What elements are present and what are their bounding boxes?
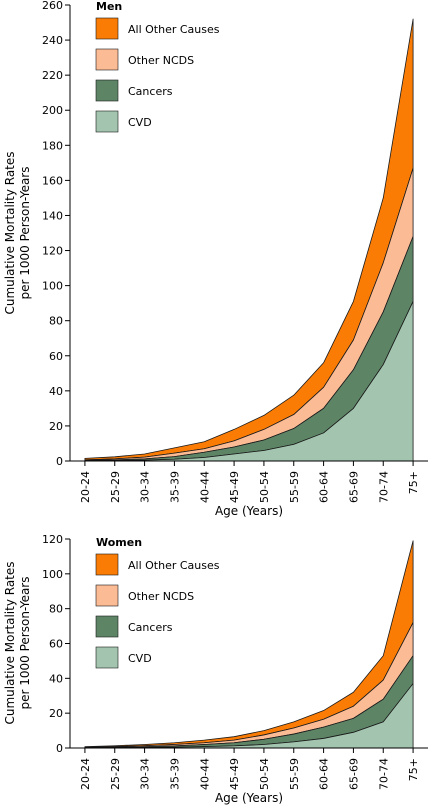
y-tick-label: 0 <box>56 455 63 468</box>
legend-label: Cancers <box>128 85 173 98</box>
x-tick-label: 40-44 <box>198 471 211 503</box>
x-tick-label: 55-59 <box>288 758 301 790</box>
y-tick-label: 40 <box>49 672 63 685</box>
y-tick-label: 60 <box>49 638 63 651</box>
x-tick-label: 65-69 <box>347 758 360 790</box>
x-tick-label: 75+ <box>407 758 420 781</box>
y-tick-label: 240 <box>42 34 63 47</box>
y-tick-label: 20 <box>49 420 63 433</box>
y-axis-title: Cumulative Mortality Ratesper 1000 Perso… <box>3 561 32 724</box>
y-tick-label: 200 <box>42 104 63 117</box>
legend-label: All Other Causes <box>128 559 220 572</box>
y-tick-label: 80 <box>49 603 63 616</box>
x-tick-label: 75+ <box>407 471 420 494</box>
x-tick-label: 40-44 <box>198 758 211 790</box>
x-tick-label: 60-64 <box>318 471 331 503</box>
x-tick-label: 30-34 <box>139 758 152 790</box>
y-tick-label: 100 <box>42 568 63 581</box>
x-tick-label: 50-54 <box>258 758 271 790</box>
y-tick-label: 40 <box>49 385 63 398</box>
legend-label: CVD <box>128 652 152 665</box>
legend-swatch <box>95 110 119 133</box>
legend-label: Other NCDS <box>128 590 194 603</box>
y-tick-label: 140 <box>42 209 63 222</box>
legend-swatch <box>95 553 119 576</box>
y-tick-label: 20 <box>49 707 63 720</box>
x-tick-label: 20-24 <box>79 471 92 503</box>
y-axis-title-line-1: Cumulative Mortality Rates <box>3 151 17 314</box>
y-tick-label: 80 <box>49 315 63 328</box>
x-axis-title: Age (Years) <box>215 504 283 518</box>
men-panel: 0 20 40 60 80 100 120 140 160 180 200 220 240 260 20-2… <box>3 0 428 518</box>
legend-label: Other NCDS <box>128 54 194 67</box>
legend-swatch <box>95 646 119 669</box>
x-tick-label: 20-24 <box>79 758 92 790</box>
x-axis-title: Age (Years) <box>215 791 283 805</box>
y-tick-label: 180 <box>42 139 63 152</box>
legend-swatch <box>95 79 119 102</box>
legend-swatch <box>95 615 119 638</box>
legend-swatch <box>95 17 119 40</box>
x-tick-label: 50-54 <box>258 471 271 503</box>
legend-swatch <box>95 48 119 71</box>
y-tick-label: 220 <box>42 69 63 82</box>
legend-label: Cancers <box>128 621 173 634</box>
x-tick-label: 30-34 <box>139 471 152 503</box>
y-tick-label: 260 <box>42 0 63 12</box>
y-tick-label: 120 <box>42 245 63 258</box>
y-axis-title-line-2: per 1000 Person-Years <box>18 577 32 710</box>
y-tick-label: 60 <box>49 350 63 363</box>
x-tick-label: 45-49 <box>228 471 241 503</box>
y-tick-label: 120 <box>42 533 63 546</box>
x-tick-label: 45-49 <box>228 758 241 790</box>
y-axis-title: Cumulative Mortality Ratesper 1000 Perso… <box>3 151 32 314</box>
legend-label: CVD <box>128 116 152 129</box>
x-tick-label: 60-64 <box>318 758 331 790</box>
x-tick-label: 70-74 <box>377 758 390 790</box>
legend-title: Men <box>96 0 122 13</box>
y-axis-title-line-1: Cumulative Mortality Rates <box>3 561 17 724</box>
legend-swatch <box>95 584 119 607</box>
y-tick-label: 160 <box>42 174 63 187</box>
x-tick-label: 70-74 <box>377 471 390 503</box>
y-tick-label: 0 <box>56 742 63 755</box>
x-tick-label: 65-69 <box>347 471 360 503</box>
x-tick-label: 25-29 <box>109 471 122 503</box>
legend-title: Women <box>96 536 142 549</box>
x-tick-label: 35-39 <box>168 471 181 503</box>
x-tick-label: 55-59 <box>288 471 301 503</box>
y-axis-title-line-2: per 1000 Person-Years <box>18 167 32 300</box>
x-tick-label: 35-39 <box>168 758 181 790</box>
x-tick-label: 25-29 <box>109 758 122 790</box>
legend-label: All Other Causes <box>128 23 220 36</box>
y-tick-label: 100 <box>42 280 63 293</box>
women-panel: 0 20 40 60 80 100 120 20-24 25-29 30-34 35-39 40-44… <box>3 533 428 805</box>
